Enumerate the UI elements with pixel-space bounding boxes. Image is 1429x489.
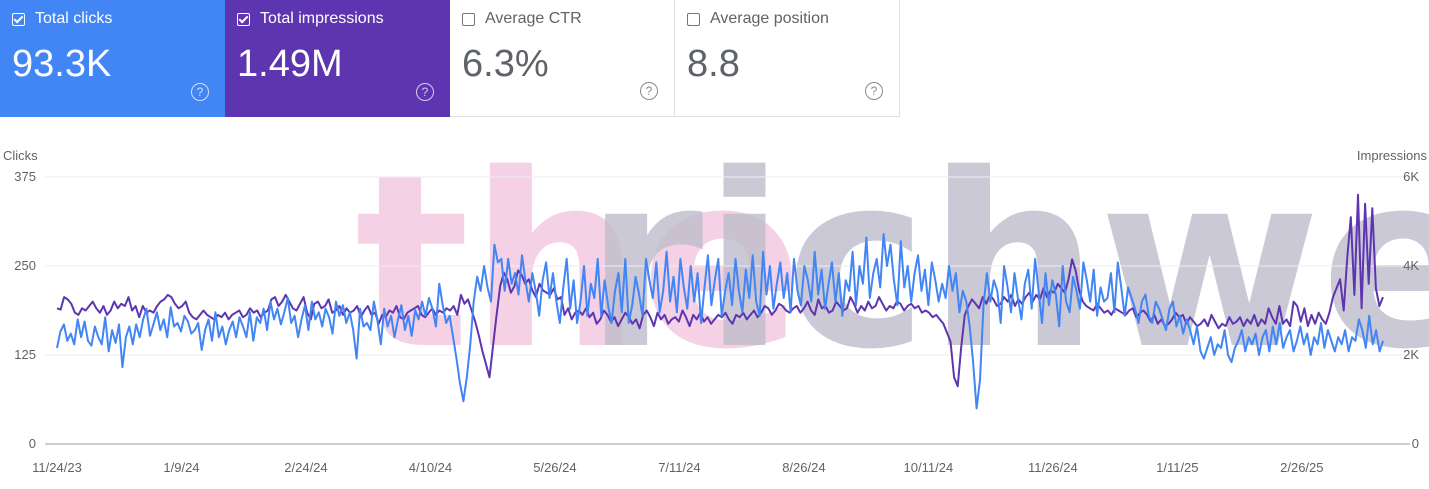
left-tick-label: 0 bbox=[29, 436, 36, 451]
series-lines bbox=[56, 193, 1384, 410]
right-axis-title: Impressions bbox=[1356, 148, 1427, 163]
metric-value: 93.3K bbox=[12, 43, 112, 85]
grid bbox=[45, 176, 1410, 445]
metric-value: 1.49M bbox=[237, 43, 343, 85]
metric-header: Total impressions bbox=[237, 10, 450, 28]
metric-card-total-clicks[interactable]: Total clicks 93.3K ? bbox=[0, 0, 225, 117]
help-icon[interactable]: ? bbox=[640, 82, 658, 100]
metric-value: 6.3% bbox=[462, 43, 549, 85]
left-tick-label: 375 bbox=[14, 169, 36, 184]
checkbox-icon[interactable] bbox=[12, 12, 25, 26]
help-icon[interactable]: ? bbox=[865, 82, 883, 100]
checkbox-icon[interactable] bbox=[462, 12, 475, 26]
checkbox-icon[interactable] bbox=[687, 12, 700, 26]
metric-card-average-ctr[interactable]: Average CTR 6.3% ? bbox=[450, 0, 675, 117]
metric-cards: Total clicks 93.3K ? Total impressions 1… bbox=[0, 0, 900, 117]
watermark: the richweb bbox=[355, 140, 1429, 402]
metric-header: Total clicks bbox=[12, 10, 225, 28]
metric-card-average-position[interactable]: Average position 8.8 ? bbox=[675, 0, 900, 117]
right-tick-label: 6K bbox=[1403, 169, 1419, 184]
help-icon[interactable]: ? bbox=[191, 83, 209, 101]
x-tick-label: 11/24/23 bbox=[32, 460, 82, 475]
x-tick-label: 2/24/24 bbox=[284, 460, 327, 475]
x-tick-label: 4/10/24 bbox=[409, 460, 452, 475]
left-tick-label: 125 bbox=[14, 347, 36, 362]
x-tick-label: 1/9/24 bbox=[163, 460, 199, 475]
watermark-text-richweb: richweb bbox=[585, 140, 1429, 402]
left-tick-label: 250 bbox=[14, 258, 36, 273]
watermark-text-the: the bbox=[355, 140, 803, 402]
series-line-clicks bbox=[56, 233, 1384, 410]
metric-label: Average position bbox=[710, 10, 829, 27]
metric-label: Total clicks bbox=[35, 10, 113, 27]
x-tick-label: 1/11/25 bbox=[1156, 460, 1198, 475]
x-axis: 11/24/23 1/9/24 2/24/24 4/10/24 5/26/24 7/11/… bbox=[32, 460, 1323, 475]
metric-header: Average CTR bbox=[462, 10, 674, 28]
left-axis-title: Clicks bbox=[3, 148, 38, 163]
metric-label: Average CTR bbox=[485, 10, 582, 27]
x-tick-label: 11/26/24 bbox=[1028, 460, 1078, 475]
x-tick-label: 10/11/24 bbox=[904, 460, 954, 475]
right-axis: 6K 4K 2K 0 bbox=[1403, 169, 1419, 451]
left-axis: 375 250 125 0 bbox=[14, 169, 36, 451]
right-tick-label: 0 bbox=[1412, 436, 1419, 451]
x-tick-label: 7/11/24 bbox=[658, 460, 700, 475]
metric-label: Total impressions bbox=[260, 10, 384, 27]
help-icon[interactable]: ? bbox=[416, 83, 434, 101]
checkbox-icon[interactable] bbox=[237, 12, 250, 26]
metric-value: 8.8 bbox=[687, 43, 740, 85]
x-tick-label: 5/26/24 bbox=[533, 460, 576, 475]
right-tick-label: 4K bbox=[1403, 258, 1419, 273]
x-tick-label: 8/26/24 bbox=[782, 460, 825, 475]
metric-header: Average position bbox=[687, 10, 899, 28]
metric-card-total-impressions[interactable]: Total impressions 1.49M ? bbox=[225, 0, 450, 117]
x-tick-label: 2/26/25 bbox=[1280, 460, 1323, 475]
right-tick-label: 2K bbox=[1403, 347, 1419, 362]
